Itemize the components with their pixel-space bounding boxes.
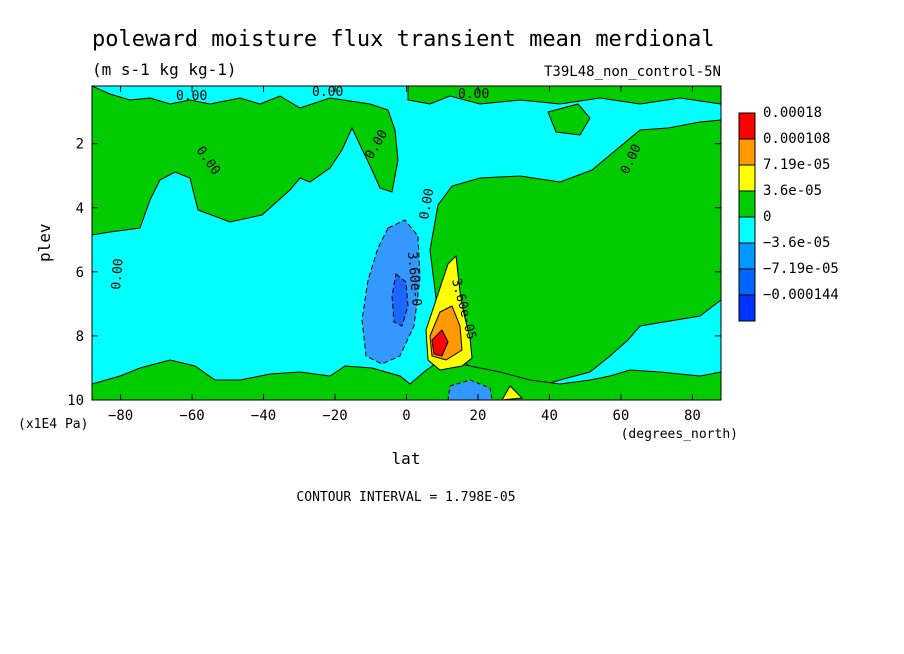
contour-label: 0.00 <box>176 89 207 104</box>
contour-interval-note: CONTOUR INTERVAL = 1.798E-05 <box>296 490 515 505</box>
positive-region-lower <box>501 385 524 400</box>
x-tick-label: 40 <box>541 408 558 424</box>
y-tick-label: 10 <box>67 393 84 409</box>
positive-region-small <box>547 103 591 136</box>
negative-region-strong <box>391 273 409 327</box>
positive-region-lower-left <box>92 359 721 400</box>
x-tick-label: −80 <box>108 408 133 424</box>
negative-region-mid <box>361 219 421 365</box>
y-axis-title: plev <box>35 223 54 262</box>
dataset-label: T39L48_non_control-5N <box>544 64 721 80</box>
colorbar-swatch <box>738 216 756 244</box>
y-tick-label: 6 <box>76 265 84 281</box>
colorbar-label: 0.00018 <box>763 105 822 121</box>
x-axis-title: lat <box>392 449 421 468</box>
x-tick-label: −60 <box>179 408 204 424</box>
plot-area <box>92 86 721 400</box>
colorbar-label: 7.19e-05 <box>763 157 830 173</box>
positive-region-max <box>431 329 449 357</box>
colorbar-label: 0 <box>763 209 771 225</box>
positive-region-upper-right <box>407 86 721 105</box>
x-axis-units: (degrees_north) <box>621 427 738 442</box>
x-tick-label: −40 <box>251 408 276 424</box>
colorbar-swatch <box>738 242 756 270</box>
contour-label: 3.60e-0 <box>404 251 424 307</box>
x-tick-label: 20 <box>470 408 487 424</box>
chart-title: poleward moisture flux transient mean me… <box>92 27 715 52</box>
x-axis: −80 −60 −40 −20 0 20 40 60 80 <box>108 86 701 424</box>
colorbar-swatch <box>738 138 756 166</box>
colorbar-label: −3.6e-05 <box>763 235 830 251</box>
colorbar-label: −0.000144 <box>763 287 839 303</box>
contour-label: 0.00 <box>312 85 343 100</box>
y-axis-units: (x1E4 Pa) <box>18 417 88 432</box>
y-axis: 2 4 6 8 10 <box>67 137 721 409</box>
contour-label: 0.00 <box>109 258 127 291</box>
x-tick-label: −20 <box>322 408 347 424</box>
x-tick-label: 0 <box>402 408 410 424</box>
positive-region-upper-left <box>92 86 399 236</box>
colorbar-swatch <box>738 190 756 218</box>
contour-label: 0.00 <box>458 87 489 102</box>
colorbar-swatch <box>738 112 756 140</box>
y-tick-label: 4 <box>76 201 84 217</box>
colorbar-label: 0.000108 <box>763 131 830 147</box>
colorbar-swatch <box>738 164 756 192</box>
negative-region-lower <box>447 379 493 400</box>
x-tick-label: 60 <box>613 408 630 424</box>
colorbar-label: 3.6e-05 <box>763 183 822 199</box>
colorbar-swatch <box>738 268 756 296</box>
colorbar-label: −7.19e-05 <box>763 261 839 277</box>
chart-units: (m s-1 kg kg-1) <box>92 60 237 79</box>
contour-label: 0.00 <box>417 187 437 220</box>
colorbar-swatch <box>738 294 756 322</box>
y-tick-label: 2 <box>76 137 84 153</box>
colorbar: 0.00018 0.000108 7.19e-05 3.6e-05 0 −3.6e-05 −… <box>738 105 839 322</box>
x-tick-label: 80 <box>684 408 701 424</box>
y-tick-label: 8 <box>76 329 84 345</box>
